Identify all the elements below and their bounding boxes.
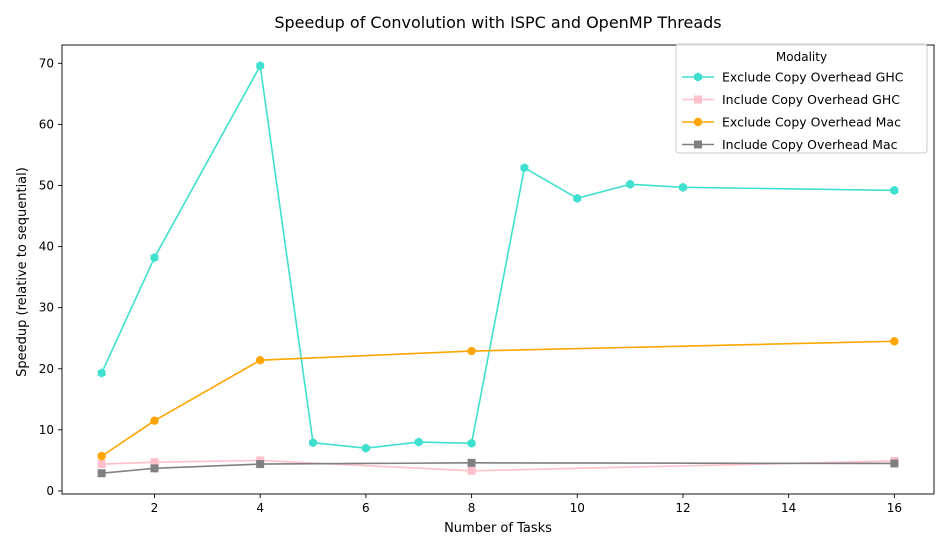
legend-label: Exclude Copy Overhead Mac [722,115,901,130]
data-point [626,179,635,189]
data-point [309,438,318,448]
data-point [520,163,529,173]
data-point [97,469,106,478]
x-tick-label: 4 [256,501,264,515]
legend-item: Include Copy Overhead GHC [682,92,900,107]
series-1 [97,61,899,453]
plot-area: 2 4 6 8 10 12 14 16 0 10 20 30 40 50 60 70 [39,44,935,515]
y-tick-label: 50 [39,179,54,193]
data-point [255,356,265,365]
x-tick-label: 12 [675,501,690,515]
data-point [573,193,582,203]
data-point [150,416,159,425]
series-4 [97,458,899,478]
y-tick-label: 40 [39,240,54,254]
x-axis-label: Number of Tasks [444,521,552,536]
x-tick-label: 14 [781,501,796,515]
data-point [890,337,899,346]
data-point [97,460,106,469]
data-point [256,61,265,71]
legend-swatch-marker [694,140,702,149]
legend-title: Modality [776,50,827,64]
y-tick-label: 30 [39,301,54,315]
legend-item: Exclude Copy Overhead Mac [682,115,901,130]
data-point [150,464,159,473]
x-tick-label: 16 [887,501,902,515]
x-tick-label: 10 [570,501,585,515]
legend-swatch-marker [694,72,702,82]
series-line [101,340,895,457]
legend-swatch-marker [694,95,702,104]
data-point [97,451,106,461]
legend-label: Include Copy Overhead GHC [722,92,900,107]
data-point [890,459,899,468]
x-tick-label: 2 [151,501,159,515]
legend-item: Include Copy Overhead Mac [682,137,898,152]
legend: Modality Exclude Copy Overhead GHC Include… [675,43,928,154]
data-point [361,443,370,453]
data-point [467,438,476,448]
legend-label: Include Copy Overhead Mac [722,137,898,152]
legend-item: Exclude Copy Overhead GHC [682,70,904,85]
y-tick-label: 10 [39,423,54,437]
y-tick-label: 70 [39,56,54,70]
legend-label: Exclude Copy Overhead GHC [722,70,904,85]
data-point [467,346,476,356]
x-tick-label: 8 [468,501,476,515]
data-point [890,185,899,195]
chart-title: Speedup of Convolution with ISPC and Ope… [274,13,721,32]
legend-swatch-marker [693,117,703,127]
data-point [414,437,423,447]
data-point [150,458,159,467]
y-axis-label: Speedup (relative to sequential) [15,167,30,377]
series-line [100,64,895,449]
y-tick-label: 60 [39,117,54,131]
data-point [467,458,476,467]
y-tick-label: 0 [46,484,54,498]
data-point [678,182,687,192]
y-tick-label: 20 [39,362,54,376]
series-3 [97,337,899,461]
data-point [150,252,159,263]
legend-box [675,43,928,154]
data-point [97,368,106,378]
data-point [467,466,476,475]
data-point [256,460,265,469]
plot-frame [61,44,935,495]
x-tick-label: 6 [362,501,370,515]
